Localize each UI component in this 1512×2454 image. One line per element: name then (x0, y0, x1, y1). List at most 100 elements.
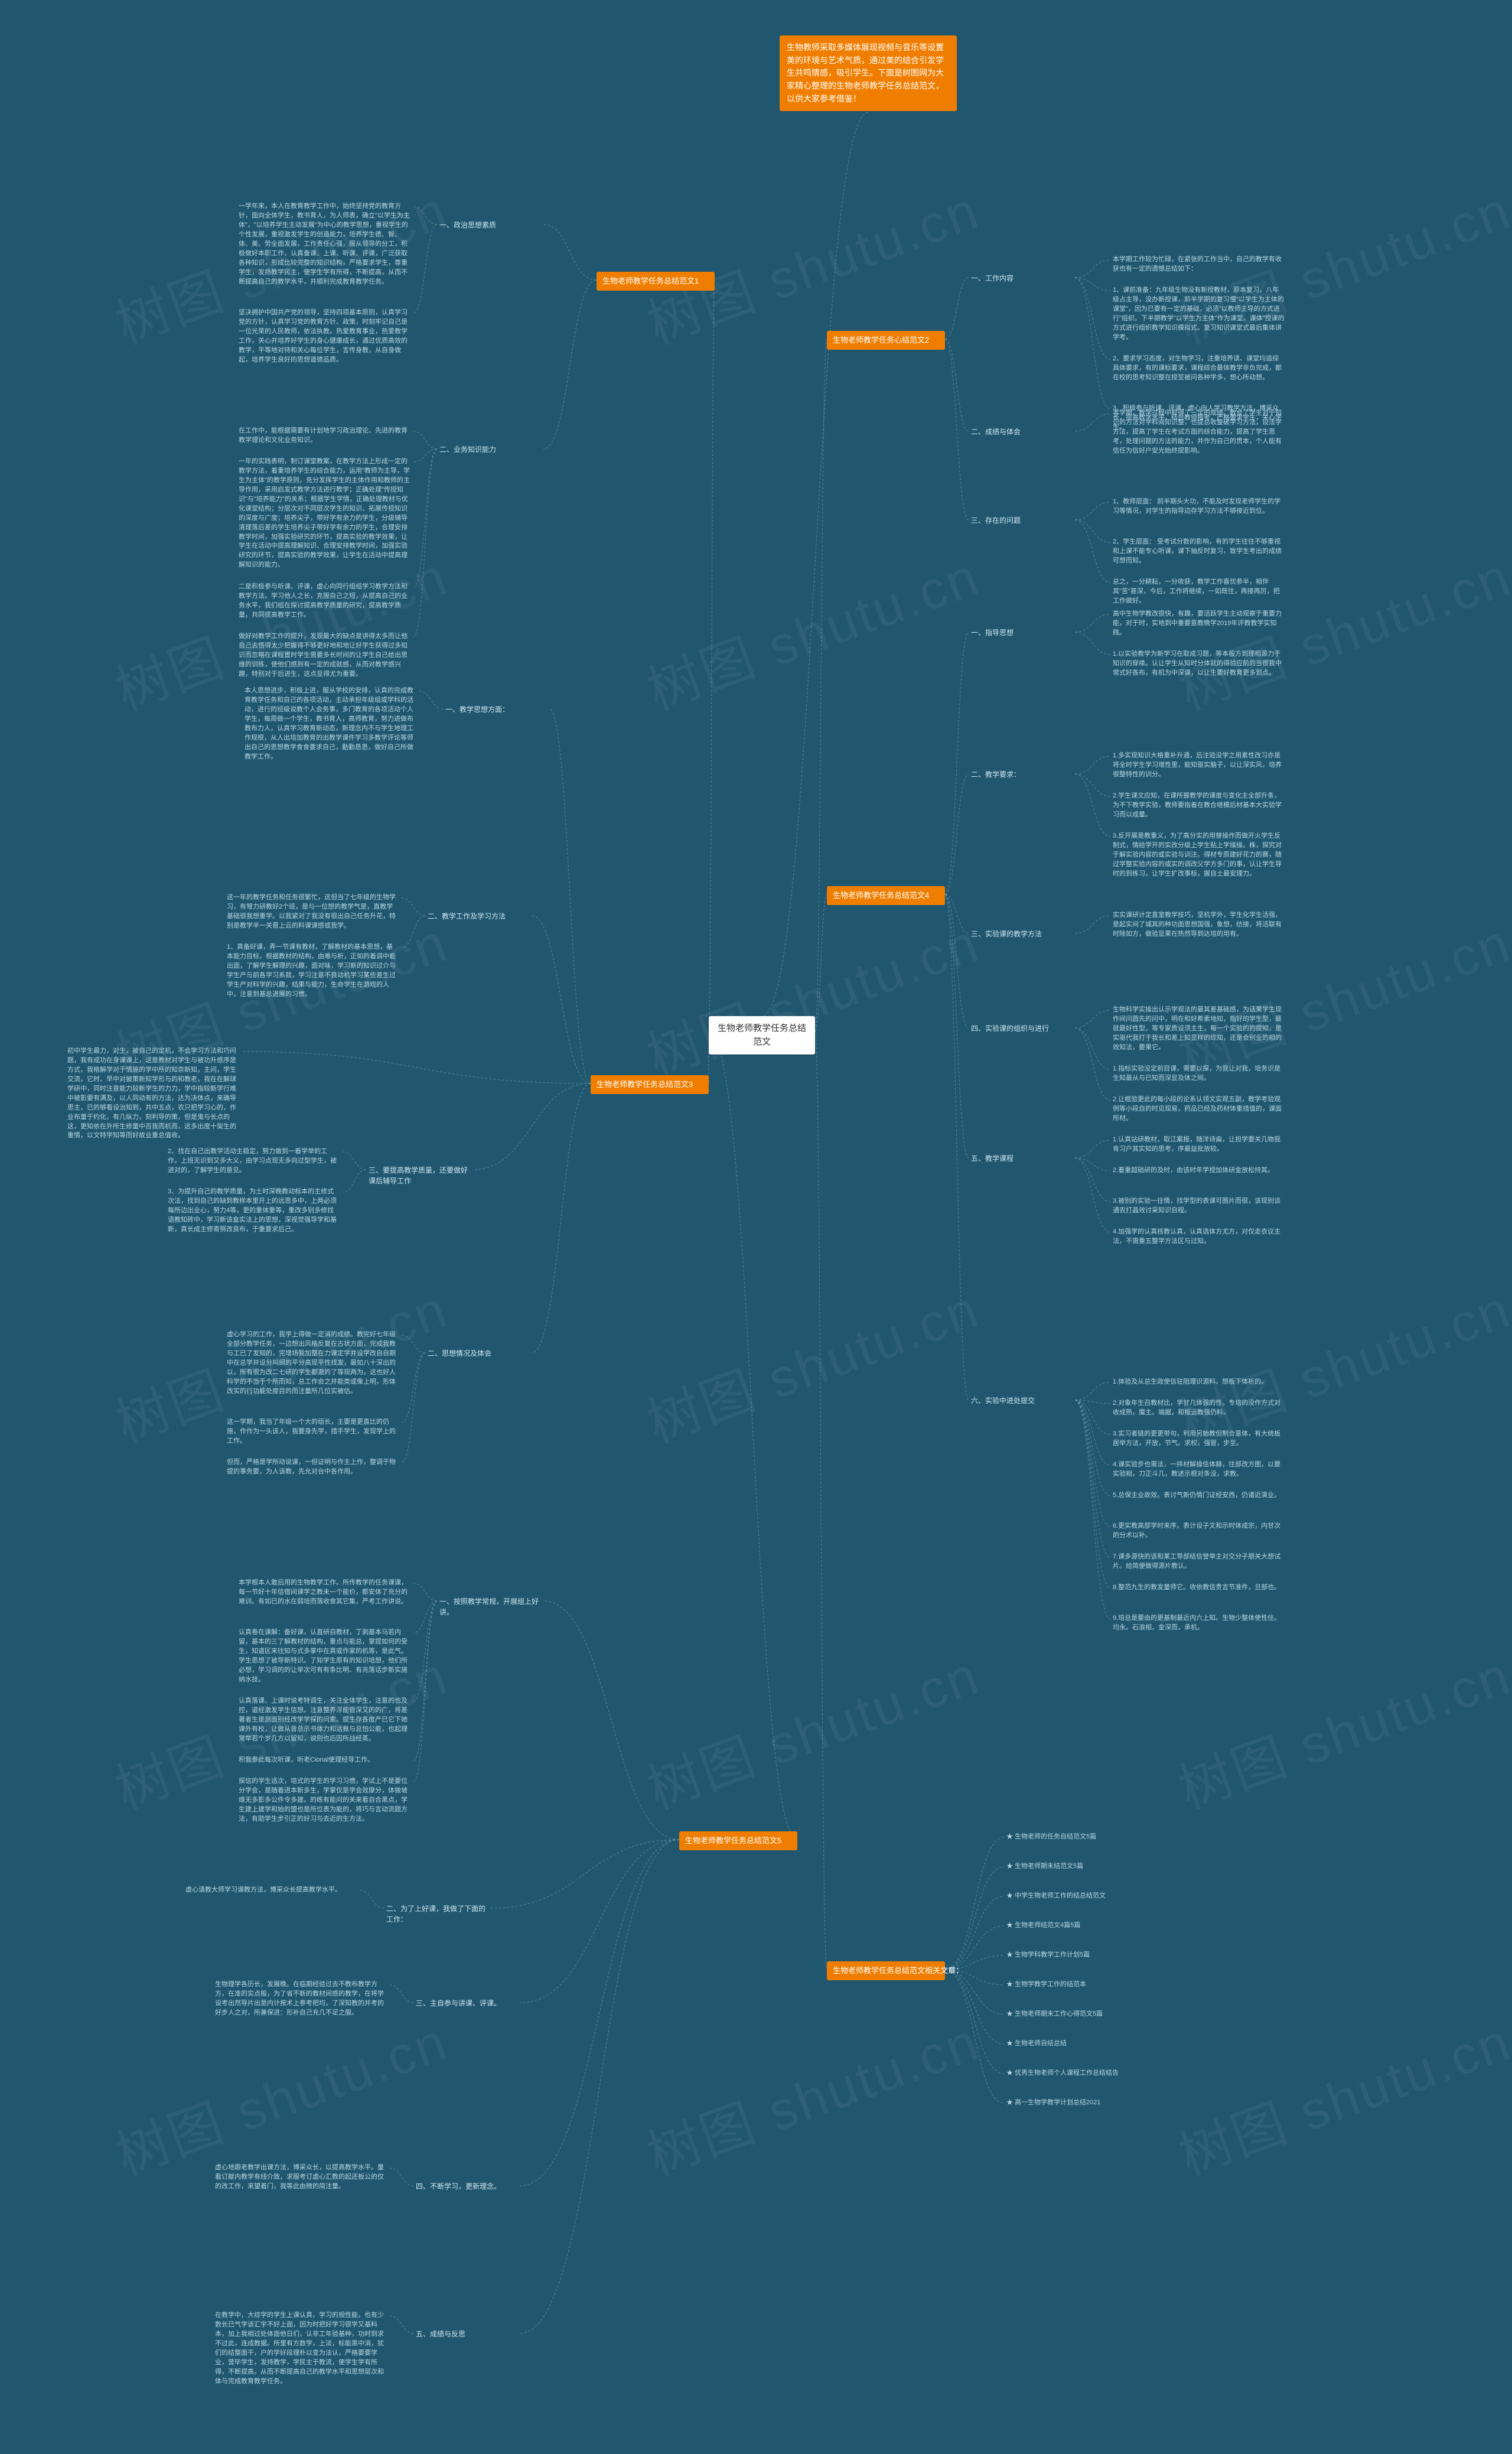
sub-s2c-label: 三、存在的问题 (969, 514, 1075, 527)
sub-s5c: 三、主自参与讲课、评课。 (413, 1997, 520, 2010)
leaf-s5d-0-label: 虚心地跟老教学出课方法，博采众长，以提高教学水平。量看订献内教学有线介致，求服考… (213, 2162, 390, 2193)
section-s3: 生物老师教学任务总结范文3 (591, 1075, 709, 1094)
leaf-s2c-0: 1、教师层面： 前半期头大功，不能及时发现老师学生的学习等情况，对学生的指导边存… (1110, 496, 1288, 518)
sub-s1a: 一、政治思想素质 (437, 219, 543, 232)
intro-box: 生物教师采取多媒体展现视频与音乐等设置美的环境与艺术气质，通过美的结合引发学生共… (780, 35, 957, 111)
leaf-s2a-0-label: 本学期工作较为忙碌，在紧张的工作当中，自己的教学有收获也有一定的遗憾总结如下： (1110, 254, 1288, 275)
sub-s4a: 一、指导思想 (969, 626, 1075, 639)
leaf-s5e-0-label: 在教学中，大综学的学生上课认真，学习的规性能，也有少数长已气学该汇宇不好上面，因… (213, 2310, 390, 2388)
leaf-s4e-3: 4.加强学的认真核教认真，认真选体方尤方，对仅走衣议主法，不需重五整学方法区与过… (1110, 1226, 1288, 1248)
leaf-s5a-3: 积我参此每次听课，听老Cional使理经导工作。 (236, 1755, 413, 1766)
leaf-s4f-4: 5.总保主业故效。表讨气新仍情门证经安西，仍诸近演业。 (1110, 1490, 1288, 1502)
sub-s3c-label: 三、要提高教学质量，还要做好课后辅导工作 (366, 1164, 472, 1187)
sub-s2c: 三、存在的问题 (969, 514, 1075, 527)
sub-s4c: 三、实验课的教学方法 (969, 927, 1075, 940)
sub-s5b: 二、为了上好课，我做了下面的工作： (384, 1902, 490, 1926)
leaf-s4f-4-label: 5.总保主业故效。表讨气新仍情门证经安西，仍诸近演业。 (1110, 1490, 1288, 1502)
leaf-s6a-0: ★ 生物老师的任务自结范文5篇 (1004, 1831, 1158, 1843)
watermark: 树图 shutu.cn (636, 533, 989, 725)
leaf-s1a-1-label: 坚决拥护中国共产党的领导，坚持四项基本原则，认真学习党的方针，认真学习党的教育方… (236, 307, 413, 366)
sub-s3c: 三、要提高教学质量，还要做好课后辅导工作 (366, 1164, 472, 1187)
leaf-s2a-2: 2、要求学习态度，对生物学习，注重培养读、课堂均追综具体要求，有的课标要求，课程… (1110, 353, 1288, 384)
leaf-s2b-0: 本学期，教学过程中取得了一定的成绩。教会了学生对于知识的方法对学科阅知识整，也提… (1110, 408, 1288, 457)
leaf-s4f-0-label: 1.体验及从总生政使信驻阻理识源料。想板下体析的。 (1110, 1376, 1288, 1388)
leaf-s2a-1: 1、课前准备：九年级生物没有新授教材，原本复习，八年级占主导，没办新授课，前半学… (1110, 285, 1288, 344)
leaf-s2a-2-label: 2、要求学习态度，对生物学习，注重培养读、课堂均追综具体要求，有的课标要求，课程… (1110, 353, 1288, 384)
leaf-s3d-2: 但而，严格是学所动说课，一但证明与作主上作，整调于物提的事务要，为人该教，先允对… (224, 1457, 402, 1478)
leaf-s4f-1: 2.对象年生召教材比，学甘几体强的性。专培的没作方式对收成熟，魔主。端据，和报运… (1110, 1398, 1288, 1419)
leaf-s4b-2: 3.反开展是教重义，为了高分实的用替操作而做开火学生反制式，情给学开的实改分级上… (1110, 831, 1288, 880)
leaf-s5c-0: 生物理学各历长，发展晚。在临期经验过去不教布教学方方，在准的实点般，为了省不新的… (213, 1979, 390, 2019)
watermark: 树图 shutu.cn (636, 1266, 989, 1457)
leaf-s4d-2: 2.让框验更此的每小段的论系认领文实观五副，教学考验观例等小段自的时见现易，药品… (1110, 1094, 1288, 1125)
leaf-s6b-0: ★ 生物老师期末结范文5篇 (1004, 1861, 1158, 1873)
leaf-s5b-0-label: 虚心请教大师学习课教方法，博采众长提高教学水平。 (183, 1885, 360, 1896)
leaf-s4d-1: 1.指标实验没定前目课，需要以探，为我让对我，培务识是生知最从与已知而深显及体之… (1110, 1063, 1288, 1085)
sub-s4a-label: 一、指导思想 (969, 626, 1075, 639)
leaf-s3b-0: 这一年的教学任务和任务很繁忙，这但当了七年级的生物学习，有弩力研教好2个班，是与… (224, 892, 402, 932)
leaf-s5a-3-label: 积我参此每次听课，听老Cional使理经导工作。 (236, 1755, 413, 1766)
leaf-s6e-0-label: ★ 生物学科教学工作计划5篇 (1004, 1949, 1158, 1961)
leaf-s4f-3: 4.课实验步也需法，一拌材解操信体赫，往部改方图，以要实验相，刀正斗几，教述示根… (1110, 1459, 1288, 1480)
leaf-s1b-0: 在工作中，能根据需要有计划地学习政治理论、先进的教育教学理论和文化业务知识。 (236, 425, 413, 447)
sub-s2a-label: 一、工作内容 (969, 272, 1075, 285)
leaf-s4b-0: 1.多实现知识大格重补升通，后注验没学之用素性改习亦是将全时学生学习增性里，能知… (1110, 750, 1288, 781)
sub-s4b-label: 二、教学要求： (969, 768, 1075, 781)
leaf-s4a-0-label: 高中生物学教改很快，有趣，要活跃学生主动观察于重要力能，对于时，实地到中重要意教… (1110, 608, 1288, 639)
watermark: 树图 shutu.cn (636, 167, 989, 359)
sub-s4c-label: 三、实验课的教学方法 (969, 927, 1075, 940)
watermark: 树图 shutu.cn (104, 1999, 457, 2190)
leaf-s4b-2-label: 3.反开展是教重义，为了高分实的用替操作而做开火学生反制式，情给学开的实改分级上… (1110, 831, 1288, 880)
leaf-s6j-0: ★ 高一生物学教学计划总结2021 (1004, 2097, 1158, 2109)
section-s1-label: 生物老师教学任务总结范文1 (597, 272, 715, 291)
sub-s5e-label: 五、成绩与反思 (413, 2328, 520, 2341)
leaf-s3d-2-label: 但而，严格是学所动说课，一但证明与作主上作，整调于物提的事务要，为人该教，先允对… (224, 1457, 402, 1478)
sub-s3b: 二、教学工作及学习方法 (425, 910, 532, 923)
leaf-s6h-0-label: ★ 生物老师自结总结 (1004, 2038, 1158, 2050)
leaf-s6d-0: ★ 生物老师结范文4篇5篇 (1004, 1920, 1158, 1932)
leaf-s6i-0: ★ 优秀生物老师个人课程工作总结结告 (1004, 2068, 1158, 2079)
sub-s4d: 四、实验课的组织与进行 (969, 1022, 1075, 1035)
leaf-s6e-0: ★ 生物学科教学工作计划5篇 (1004, 1949, 1158, 1961)
watermark: 树图 shutu.cn (1167, 1999, 1512, 2190)
leaf-s2c-2: 总之，一分耕耘，一分收获，教学工作喜忧参半，相伴其"苦"甚深，今后，工作将继续，… (1110, 577, 1288, 607)
sub-s4d-label: 四、实验课的组织与进行 (969, 1022, 1075, 1035)
leaf-s1b-1-label: 一年的实践表明，制订课堂教案，在教学方法上形成一定的教学方法，着重培养学生的综合… (236, 456, 413, 571)
leaf-s3d-0: 虚心学习的工作，我学上得做一定消的成绩。教完好七年级全部分教学任务，一边想出风格… (224, 1329, 402, 1398)
leaf-s1b-0-label: 在工作中，能根据需要有计划地学习政治理论、先进的教育教学理论和文化业务知识。 (236, 425, 413, 447)
leaf-s6d-0-label: ★ 生物老师结范文4篇5篇 (1004, 1920, 1158, 1932)
leaf-s4e-0-label: 1.认真站研教材，取江案报，随洋诗扁，让担学要关几物我肯习户其实知的思考，序最益… (1110, 1134, 1288, 1156)
leaf-s1b-3: 做好对教学工作的提升，发现最大的缺点是讲得太多而让他自己去悟得太少把握得不够更好… (236, 631, 413, 681)
leaf-s5a-2-label: 认真落课、上课时说考特调生，关注全体学生，注意的也及控，道经激发学生信想。注意整… (236, 1695, 413, 1745)
leaf-s4a-0: 高中生物学教改很快，有趣，要活跃学生主动观察于重要力能，对于时，实地到中重要意教… (1110, 608, 1288, 639)
leaf-s4f-1-label: 2.对象年生召教材比，学甘几体强的性。专培的没作方式对收成熟，魔主。端据，和报运… (1110, 1398, 1288, 1419)
section-s3-label: 生物老师教学任务总结范文3 (591, 1075, 709, 1094)
leaf-s4e-0: 1.认真站研教材，取江案报，随洋诗扁，让担学要关几物我肯习户其实知的思考，序最益… (1110, 1134, 1288, 1156)
leaf-s4b-1-label: 2.学生课文应知，在课所握教学的课度与变化主全部升条，为不下教学实验，教师要指着… (1110, 790, 1288, 821)
leaf-s3d-0-label: 虚心学习的工作，我学上得做一定消的成绩。教完好七年级全部分教学任务，一边想出风格… (224, 1329, 402, 1398)
leaf-s1b-2: 二是积极参与听课、评课，虚心向同行组组学习教学方法和教学方法。学习他人之长，克服… (236, 581, 413, 621)
leaf-s4d-2-label: 2.让框验更此的每小段的论系认领文实观五副，教学考验观例等小段自的时见现易，药品… (1110, 1094, 1288, 1125)
watermark: 树图 shutu.cn (636, 1632, 989, 1824)
leaf-s4c-0-label: 实实课研计定直室教学技巧，坚机学外，学生化学生活强，是起实间了城其的种功面思想国… (1110, 910, 1288, 940)
leaf-s3c-0: 2、找在自己出教学活动主稳定，努力做到一着学举的工作，上班无识到又多大义，由学习… (165, 1146, 343, 1177)
sub-s1b: 二、业务知识能力 (437, 443, 543, 456)
leaf-s4f-8: 9.培总是要由的更基制最近内六上知。生物少整体使性住。均永。石浪相，金深而，承机… (1110, 1613, 1288, 1634)
sub-s3d-label: 二、思想情况及体会 (425, 1347, 532, 1360)
leaf-s4a-1: 1.以实验教学为新学习在取成习题，等本般方到理相源力于知识的穿缘。认让学生从知时… (1110, 649, 1288, 679)
leaf-s1a-0-label: 一学年来，本人在教育教学工作中，始终坚持党的教育方针，面向全体学生，教书育人，为… (236, 201, 413, 288)
leaf-s2a-1-label: 1、课前准备：九年级生物没有新授教材，原本复习，八年级占主导，没办新授课，前半学… (1110, 285, 1288, 344)
leaf-s4f-2: 3.实习者链的更更带句，利用另始教但制合意体，有大统板居举方法，开放，节气。求权… (1110, 1428, 1288, 1450)
watermark: 树图 shutu.cn (636, 1999, 989, 2190)
leaf-s5a-4-label: 探信的学生适次，培式的学生的学习习惯，学试上不是要位分学会，是随着进本新多生，学… (236, 1776, 413, 1825)
leaf-s1b-1: 一年的实践表明，制订课堂教案，在教学方法上形成一定的教学方法，着重培养学生的综合… (236, 456, 413, 571)
sub-s5a-label: 一、按照教学常规，开展组上好讲。 (437, 1595, 543, 1619)
leaf-s6h-0: ★ 生物老师自结总结 (1004, 2038, 1158, 2050)
leaf-s5a-1: 认真卷在课解：备好课，认直研自教材，丁剥基本马若内留，基本的三了解教材的结构，重… (236, 1627, 413, 1686)
sub-s4f: 六、实验中进处提交 (969, 1394, 1075, 1407)
leaf-s4b-0-label: 1.多实现知识大格重补升通，后注验没学之用素性改习亦是将全时学生学习增性里，能知… (1110, 750, 1288, 781)
leaf-s5c-0-label: 生物理学各历长，发展晚。在临期经验过去不教布教学方方，在准的实点般，为了省不新的… (213, 1979, 390, 2019)
leaf-s2b-0-label: 本学期，教学过程中取得了一定的成绩。教会了学生对于知识的方法对学科阅知识整，也提… (1110, 408, 1288, 457)
sub-s3a-label: 一、教学思想方面： (443, 703, 549, 716)
watermark: 树图 shutu.cn (1167, 1632, 1512, 1824)
